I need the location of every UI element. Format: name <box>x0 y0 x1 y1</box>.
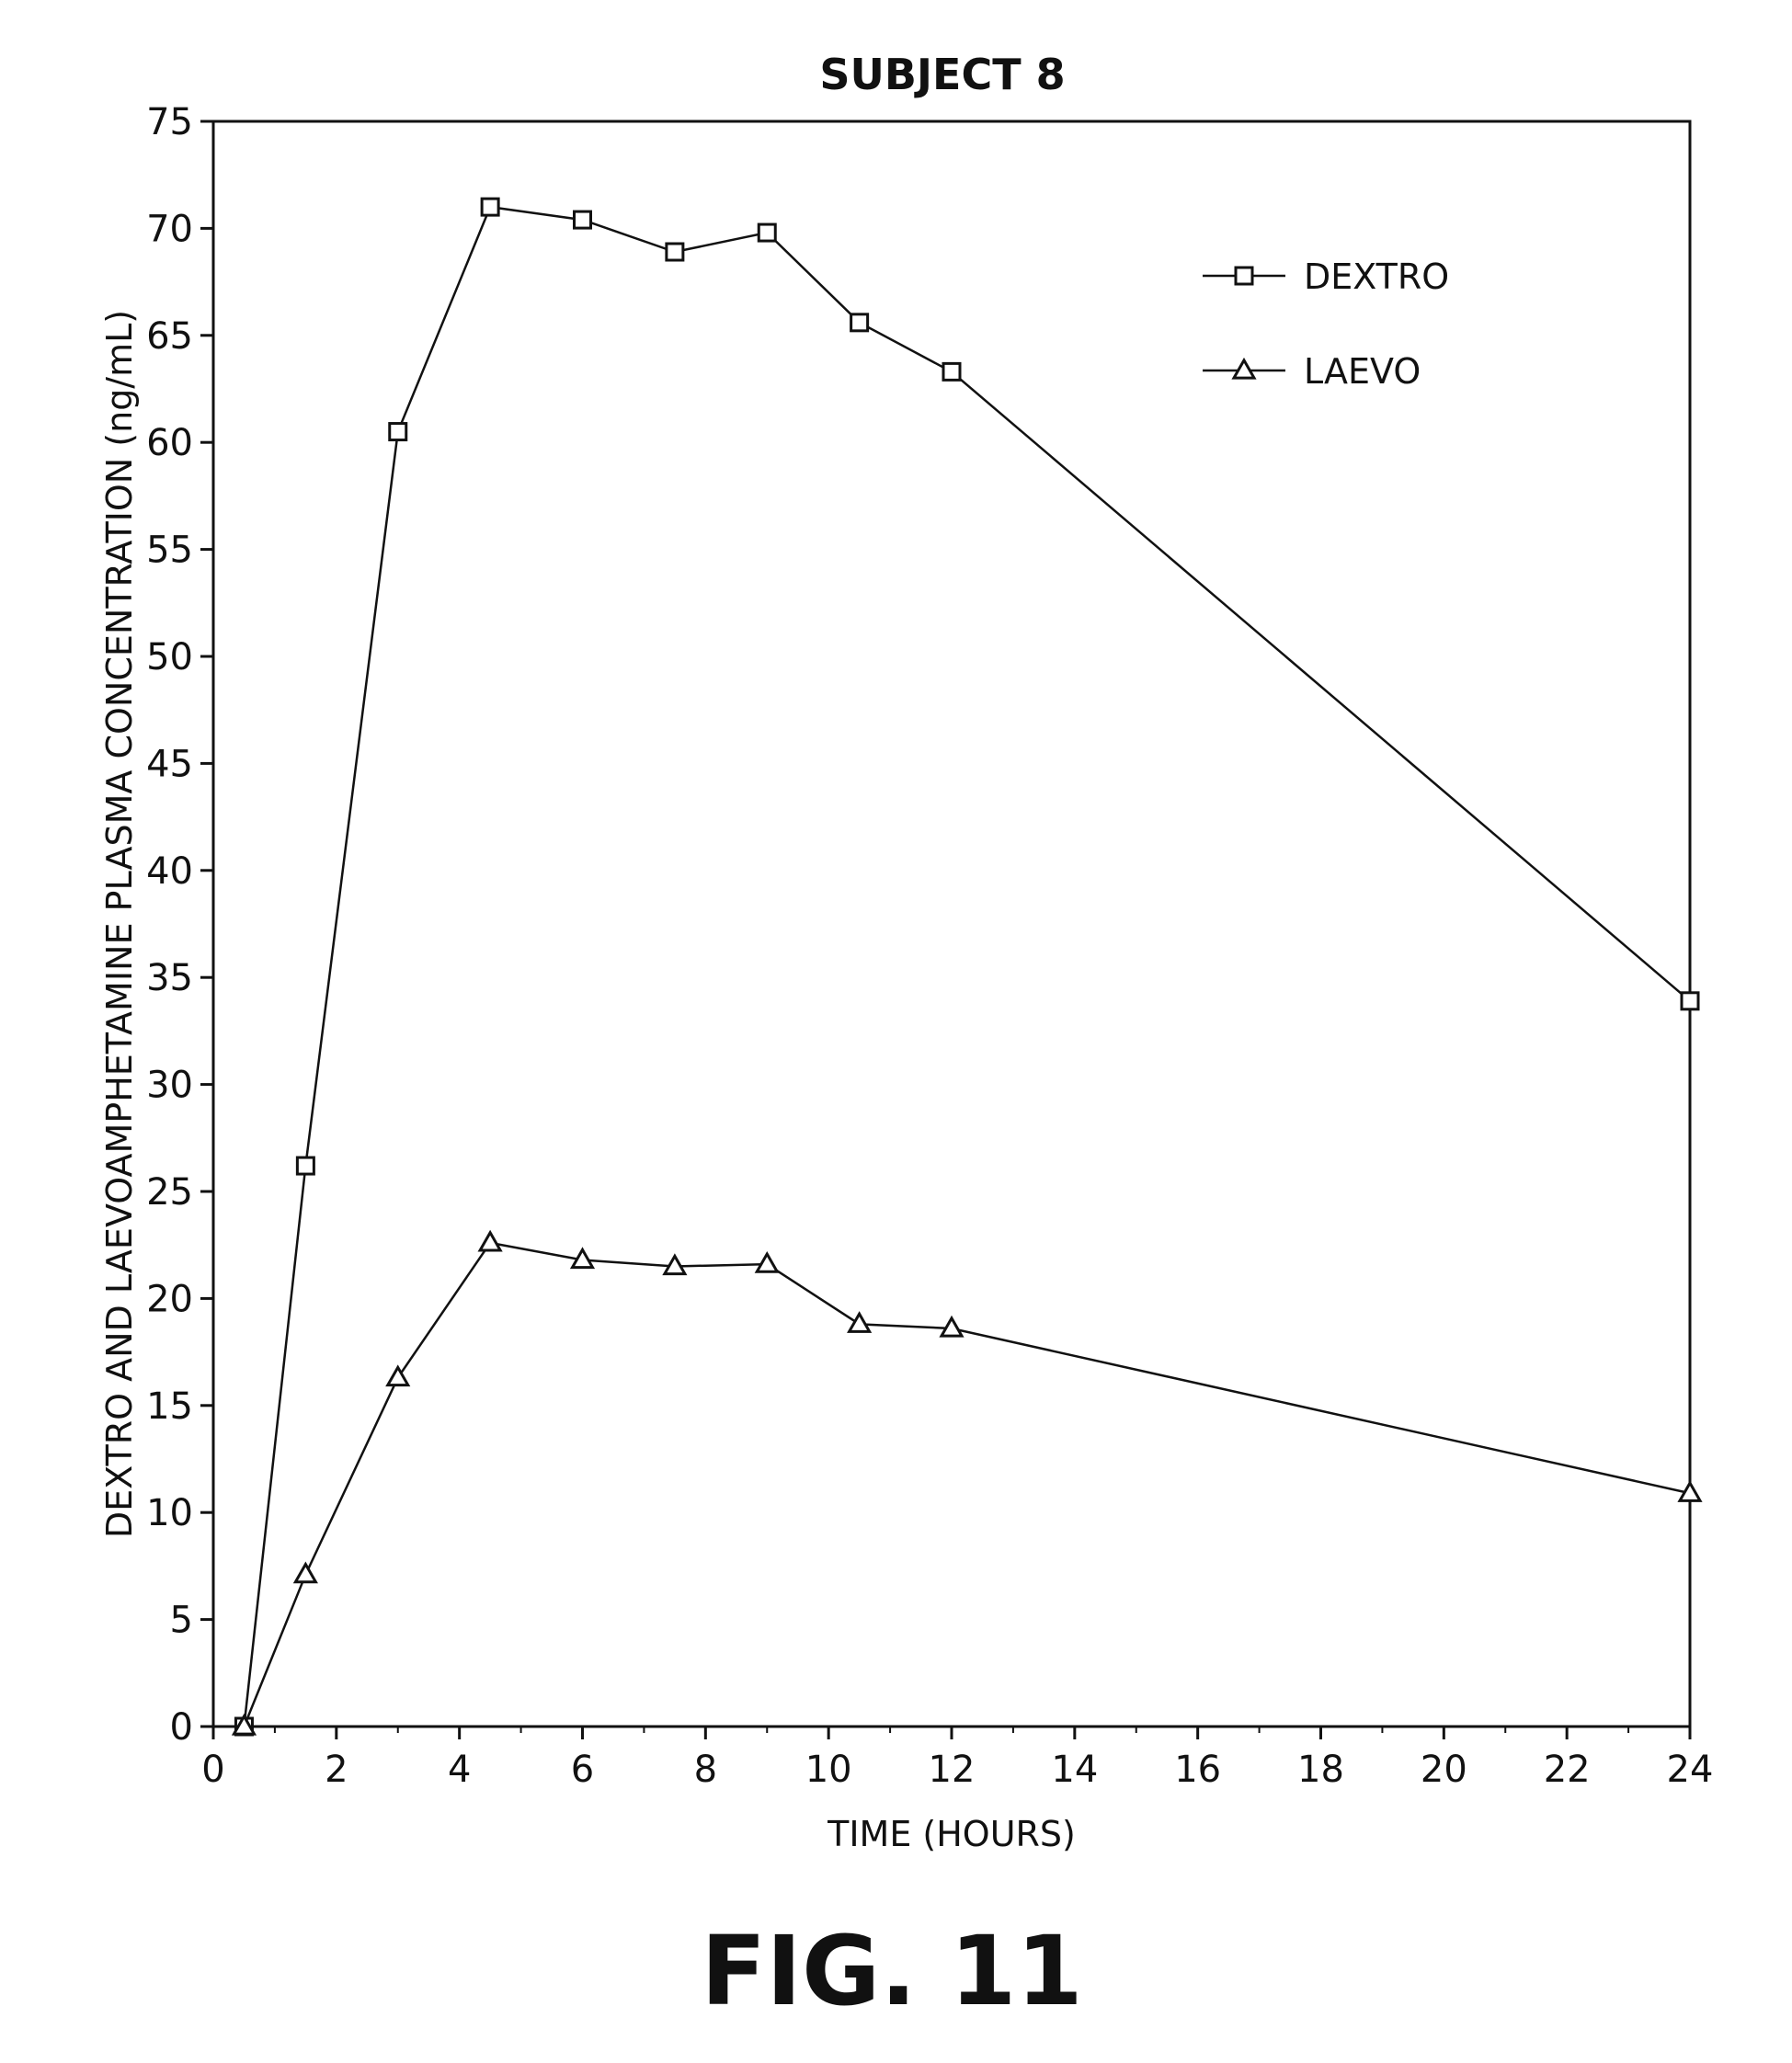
x-tick-label: 10 <box>805 1749 852 1791</box>
x-axis-label: TIME (HOURS) <box>827 1814 1076 1854</box>
y-tick-label: 20 <box>146 1278 193 1320</box>
legend-marker <box>1236 268 1252 284</box>
y-tick-label: 65 <box>146 315 193 358</box>
y-axis-label: DEXTRO AND LAEVOAMPHETAMINE PLASMA CONCE… <box>99 310 140 1538</box>
data-point-laevo <box>757 1254 777 1271</box>
series-line-dextro <box>244 207 1690 1727</box>
data-point-dextro <box>297 1157 314 1174</box>
x-tick-label: 4 <box>448 1749 471 1791</box>
legend-label: DEXTRO <box>1304 256 1449 297</box>
y-tick-label: 45 <box>146 743 193 785</box>
x-tick-label: 18 <box>1297 1749 1344 1791</box>
x-axis: 024681012141618202224 <box>201 1727 1713 1791</box>
x-tick-label: 20 <box>1421 1749 1467 1791</box>
y-tick-label: 60 <box>146 422 193 464</box>
x-tick-label: 8 <box>694 1749 717 1791</box>
data-point-dextro <box>575 211 591 228</box>
legend-item-laevo: LAEVO <box>1203 351 1421 392</box>
chart-title: SUBJECT 8 <box>819 50 1065 99</box>
y-tick-label: 50 <box>146 636 193 678</box>
legend: DEXTRO LAEVO <box>1203 256 1449 392</box>
y-tick-label: 25 <box>146 1171 193 1214</box>
data-point-dextro <box>1682 993 1698 1009</box>
series-laevo <box>234 1233 1700 1734</box>
x-tick-label: 6 <box>571 1749 594 1791</box>
data-point-dextro <box>390 424 406 440</box>
y-tick-label: 55 <box>146 530 193 572</box>
x-tick-label: 22 <box>1544 1749 1591 1791</box>
y-tick-label: 75 <box>146 101 193 143</box>
series-layer <box>234 199 1700 1735</box>
y-tick-label: 0 <box>170 1706 193 1749</box>
y-tick-label: 35 <box>146 957 193 999</box>
data-point-dextro <box>482 199 498 215</box>
x-tick-label: 12 <box>929 1749 976 1791</box>
x-tick-label: 14 <box>1051 1749 1098 1791</box>
data-point-dextro <box>667 244 683 260</box>
data-point-dextro <box>759 224 775 241</box>
y-tick-label: 70 <box>146 208 193 250</box>
data-point-laevo <box>480 1233 500 1250</box>
y-tick-label: 30 <box>146 1065 193 1107</box>
y-tick-label: 40 <box>146 850 193 893</box>
data-point-laevo <box>295 1565 315 1582</box>
x-tick-label: 2 <box>325 1749 348 1791</box>
y-axis: 0 5 10 15 20 25 30 35 40 45 50 55 60 65 70 75 <box>146 101 213 1749</box>
data-point-laevo <box>388 1367 408 1385</box>
x-tick-label: 16 <box>1174 1749 1221 1791</box>
legend-item-dextro: DEXTRO <box>1203 256 1449 297</box>
y-tick-label: 15 <box>146 1385 193 1428</box>
data-point-laevo <box>850 1314 870 1331</box>
series-dextro <box>235 199 1698 1735</box>
y-tick-label: 5 <box>170 1600 193 1642</box>
legend-label: LAEVO <box>1304 351 1421 392</box>
x-tick-label: 0 <box>201 1749 224 1791</box>
legend-marker <box>1234 360 1254 378</box>
y-tick-label: 10 <box>146 1492 193 1534</box>
x-tick-label: 24 <box>1667 1749 1714 1791</box>
data-point-dextro <box>943 363 960 380</box>
series-line-laevo <box>244 1243 1690 1727</box>
concentration-time-chart: SUBJECT 8 024681012141618202224 05101520… <box>0 0 1792 2063</box>
data-point-dextro <box>851 314 868 331</box>
figure-label: FIG. 11 <box>701 1915 1083 2027</box>
